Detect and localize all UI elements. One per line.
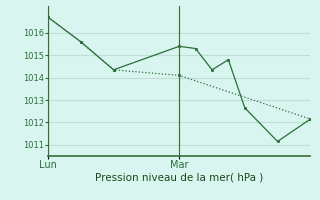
X-axis label: Pression niveau de la mer( hPa ): Pression niveau de la mer( hPa ) (95, 173, 263, 183)
